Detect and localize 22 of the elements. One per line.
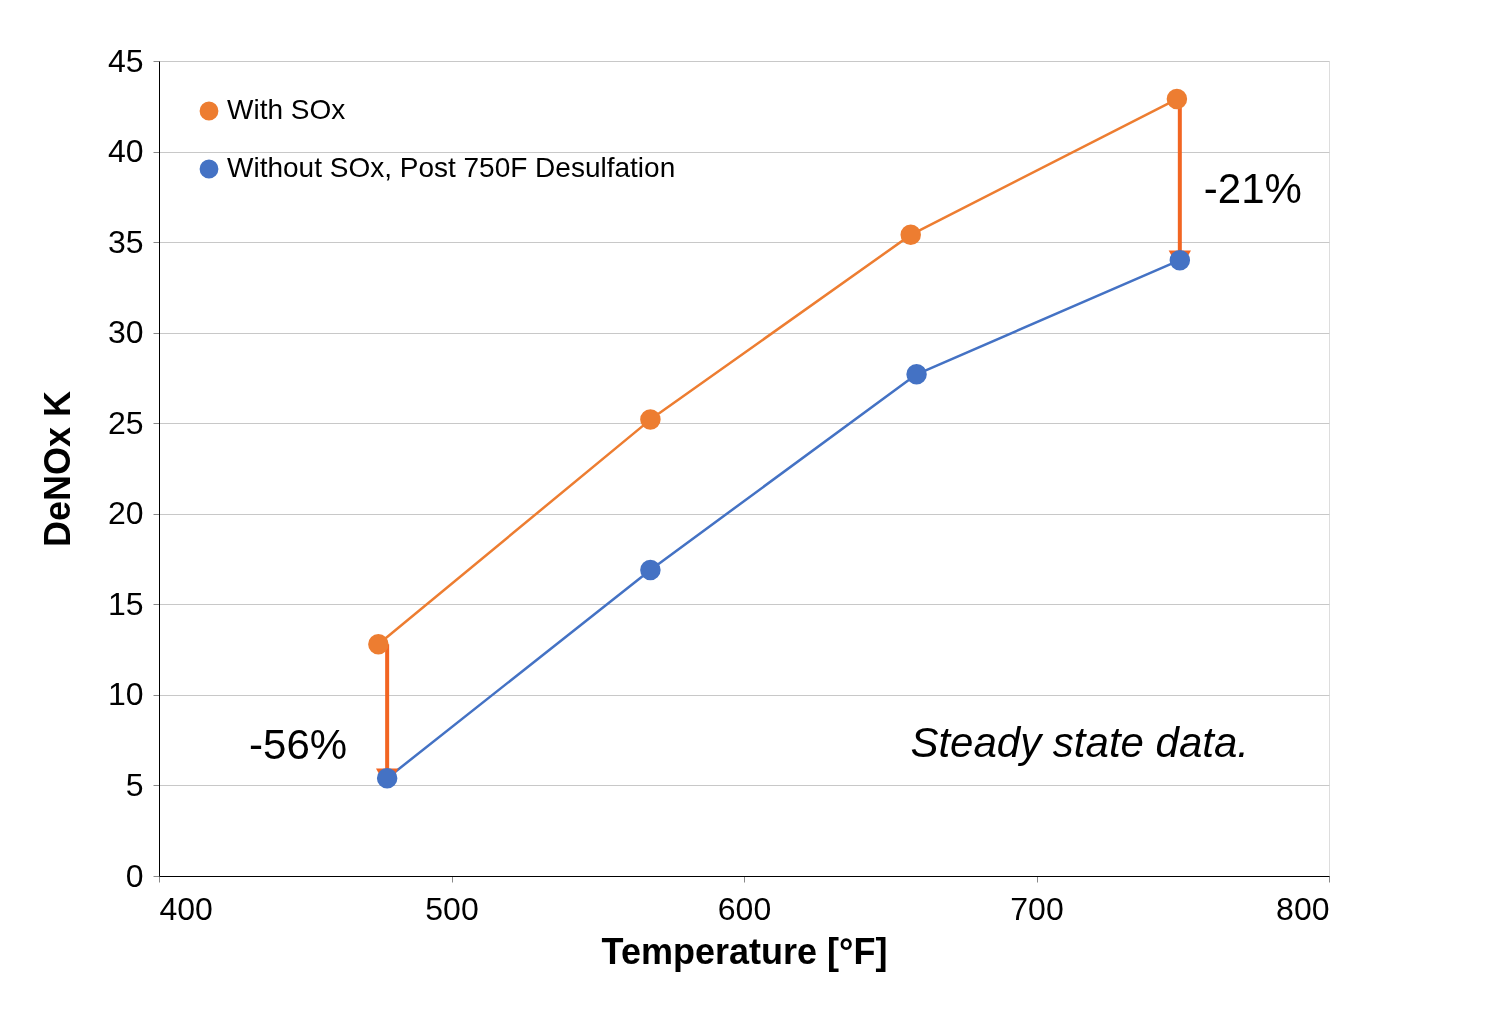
- y-tick-label: 20: [107, 495, 144, 532]
- x-tick-label: 600: [717, 890, 772, 927]
- y-tick-label: 30: [107, 314, 144, 351]
- legend-label: Without SOx, Post 750F Desulfation: [227, 152, 676, 183]
- x-axis-title: Temperature [°F]: [601, 930, 888, 972]
- x-tick-label: 400: [159, 890, 213, 927]
- y-tick-label: 40: [107, 133, 144, 170]
- annotation: Steady state data.: [910, 719, 1249, 766]
- y-tick-label: 15: [107, 585, 144, 622]
- annotation: -56%: [249, 721, 348, 769]
- y-tick-label: 10: [107, 676, 144, 713]
- annotation: -21%: [1203, 165, 1302, 213]
- x-tick-label: 700: [1010, 890, 1064, 927]
- legend-label: With SOx: [227, 94, 346, 125]
- x-tick-label: 500: [425, 890, 479, 927]
- y-axis-title: DeNOx K: [36, 390, 78, 548]
- y-tick-label: 25: [107, 404, 144, 441]
- y-tick-label: 45: [107, 42, 144, 79]
- y-tick-label: 5: [125, 766, 144, 803]
- x-tick-label: 800: [1276, 890, 1330, 927]
- y-tick-label: 0: [125, 857, 144, 894]
- y-tick-label: 35: [107, 223, 144, 260]
